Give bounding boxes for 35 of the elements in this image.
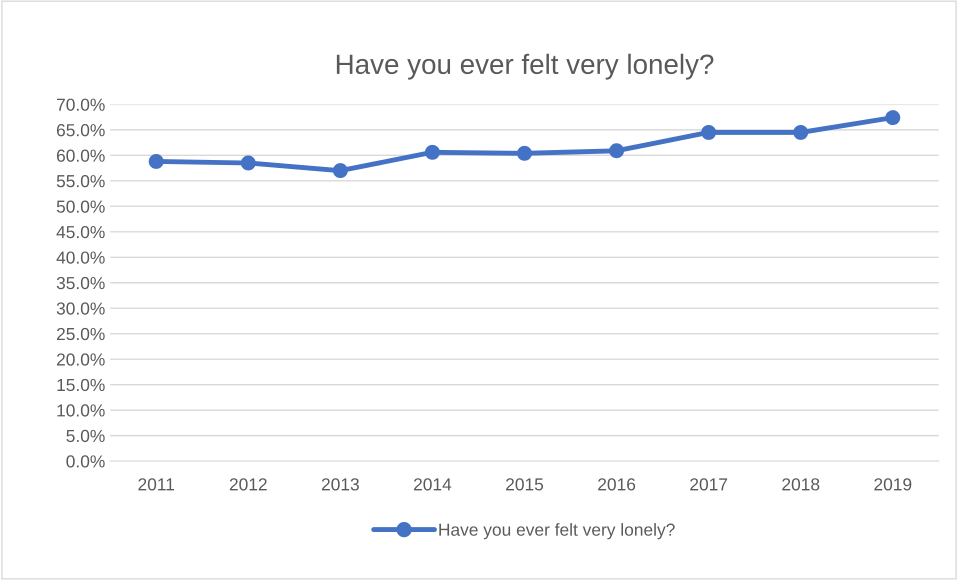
- y-tick-label: 40.0%: [56, 251, 105, 264]
- x-tick-label: 2018: [782, 478, 820, 491]
- y-tick-label: 0.0%: [66, 455, 105, 468]
- x-tick-label: 2015: [506, 478, 544, 491]
- point: [517, 146, 532, 161]
- y-tick-label: 55.0%: [56, 175, 105, 188]
- y-tick-label: 15.0%: [57, 378, 105, 392]
- x-tick-label: 2017: [690, 478, 728, 491]
- y-tick-label: 70.0%: [56, 98, 105, 111]
- y-tick-label: 5.0%: [66, 430, 105, 442]
- y-tick-label: 10.0%: [57, 404, 105, 417]
- point: [148, 154, 164, 169]
- x-tick-label: 2016: [598, 478, 636, 491]
- y-tick-label: 60.0%: [56, 150, 105, 162]
- point: [609, 143, 624, 158]
- y-tick-label: 25.0%: [56, 328, 105, 340]
- x-tick-label: 2019: [874, 478, 912, 491]
- y-tick-label: 65.0%: [56, 124, 105, 136]
- point: [240, 156, 256, 170]
- x-tick-label: 2014: [414, 478, 452, 491]
- x-tick-label: 2013: [322, 478, 359, 491]
- y-tick-label: 35.0%: [56, 276, 105, 290]
- x-tick-label: 2011: [138, 478, 174, 491]
- legend-label: Have you ever felt very lonely?: [439, 523, 675, 540]
- y-tick-label: 45.0%: [56, 226, 105, 238]
- point: [793, 124, 808, 140]
- point: [424, 144, 440, 160]
- point: [701, 124, 716, 140]
- y-tick-label: 30.0%: [56, 302, 105, 315]
- y-tick-label: 20.0%: [56, 353, 105, 366]
- y-tick-label: 50.0%: [56, 200, 105, 213]
- point: [885, 110, 900, 126]
- point: [332, 163, 348, 178]
- chart-title: Have you ever felt very lonely?: [336, 54, 714, 80]
- x-tick-label: 2012: [230, 478, 267, 491]
